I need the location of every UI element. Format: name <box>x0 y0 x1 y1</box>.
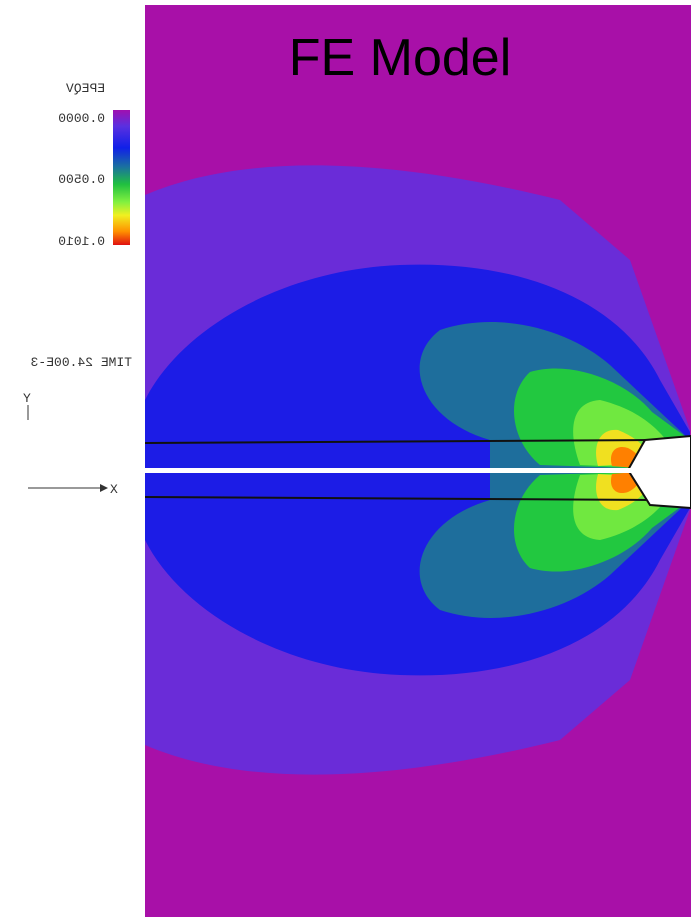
legend-label: 0.1010 <box>58 234 105 249</box>
y-axis-label: Y <box>23 391 31 406</box>
legend-label: 0.0500 <box>58 172 105 187</box>
legend-bar <box>113 110 130 245</box>
axis-triad: Y X <box>23 391 118 497</box>
notch <box>626 434 691 510</box>
time-label: TIME 24.00E-3 <box>31 355 132 370</box>
legend: EPEQV 0.0000 0.0500 0.1010 <box>58 81 130 249</box>
contour-plot <box>144 5 691 917</box>
x-axis-label: X <box>110 482 118 497</box>
legend-label: 0.0000 <box>58 111 105 126</box>
legend-title: EPEQV <box>66 81 105 96</box>
crack <box>145 468 645 473</box>
x-arrowhead <box>100 484 108 492</box>
title: FE Model <box>289 29 512 87</box>
